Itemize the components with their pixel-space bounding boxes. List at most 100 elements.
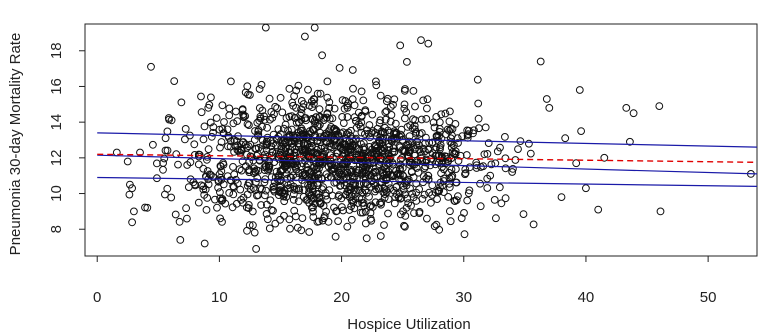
data-point: [297, 162, 306, 171]
data-point: [350, 101, 359, 110]
data-point: [542, 95, 551, 103]
data-point: [318, 216, 327, 225]
data-point: [312, 190, 321, 199]
data-point: [384, 209, 392, 218]
data-point: [347, 167, 356, 176]
data-point: [300, 114, 309, 123]
data-point: [244, 90, 252, 99]
data-point: [256, 112, 265, 121]
data-point: [216, 188, 224, 197]
data-point: [285, 215, 294, 224]
data-point: [396, 155, 405, 164]
data-point: [315, 105, 324, 114]
data-point: [342, 190, 351, 199]
data-point: [501, 194, 510, 203]
data-point: [430, 123, 439, 132]
data-point: [353, 169, 362, 178]
data-point: [376, 91, 385, 100]
data-point: [428, 138, 437, 147]
data-point: [394, 169, 403, 178]
data-point: [465, 163, 474, 172]
data-point: [496, 143, 504, 152]
data-point: [243, 120, 252, 128]
data-point: [207, 93, 215, 102]
data-point: [270, 187, 279, 196]
data-point: [335, 64, 344, 72]
data-point: [381, 123, 389, 132]
data-point: [262, 186, 270, 195]
data-point: [392, 167, 400, 175]
data-point: [310, 99, 318, 108]
data-point: [594, 205, 603, 214]
data-point: [297, 97, 306, 105]
data-point: [474, 114, 483, 123]
data-point: [213, 203, 221, 212]
data-point: [322, 207, 331, 216]
data-point: [400, 104, 409, 113]
data-point: [237, 140, 245, 149]
data-point: [387, 171, 396, 180]
data-point: [229, 190, 238, 199]
data-point: [403, 58, 411, 66]
data-point: [486, 171, 495, 180]
data-point: [382, 107, 391, 115]
data-point: [359, 96, 368, 105]
data-point: [432, 220, 441, 229]
data-point: [190, 140, 199, 149]
data-point: [435, 225, 444, 234]
data-point: [310, 95, 319, 104]
data-point: [349, 175, 358, 184]
data-point: [400, 100, 409, 109]
data-point: [377, 200, 385, 209]
data-point: [401, 114, 409, 123]
data-point: [516, 137, 525, 146]
data-point: [275, 171, 283, 180]
data-point: [270, 110, 278, 119]
data-point: [385, 128, 394, 137]
data-point: [271, 219, 280, 228]
data-point: [622, 104, 631, 112]
data-point: [172, 150, 181, 159]
data-point: [312, 151, 321, 159]
data-point: [441, 109, 450, 118]
data-point: [385, 151, 394, 160]
data-point: [389, 160, 398, 169]
data-point: [315, 158, 324, 167]
data-point: [309, 213, 318, 222]
data-point: [432, 143, 441, 152]
data-point: [253, 191, 261, 200]
data-point: [309, 95, 318, 103]
data-point: [267, 173, 276, 182]
data-point: [443, 125, 452, 134]
data-point: [343, 101, 352, 110]
data-point: [318, 51, 327, 60]
data-point: [396, 143, 404, 152]
data-point: [536, 57, 545, 66]
data-point: [200, 239, 209, 248]
data-point: [305, 170, 314, 179]
data-point: [217, 138, 226, 146]
plot-frame: [84, 23, 758, 257]
data-point: [501, 133, 509, 141]
data-point: [335, 169, 343, 177]
data-point: [161, 146, 170, 155]
data-point: [266, 196, 275, 205]
data-point: [347, 177, 356, 186]
data-point: [395, 171, 404, 180]
data-point: [197, 92, 205, 101]
data-point: [405, 160, 414, 169]
data-point: [218, 125, 227, 133]
data-point: [233, 117, 242, 125]
data-point: [432, 151, 441, 160]
data-point: [167, 193, 176, 202]
data-point: [220, 118, 228, 126]
data-point: [412, 179, 421, 188]
data-point: [307, 129, 316, 138]
data-point: [265, 94, 274, 103]
data-point: [285, 84, 294, 93]
data-point: [404, 152, 413, 161]
data-point: [130, 207, 138, 216]
data-point: [390, 171, 399, 180]
data-point: [261, 154, 269, 163]
data-point: [225, 189, 234, 197]
